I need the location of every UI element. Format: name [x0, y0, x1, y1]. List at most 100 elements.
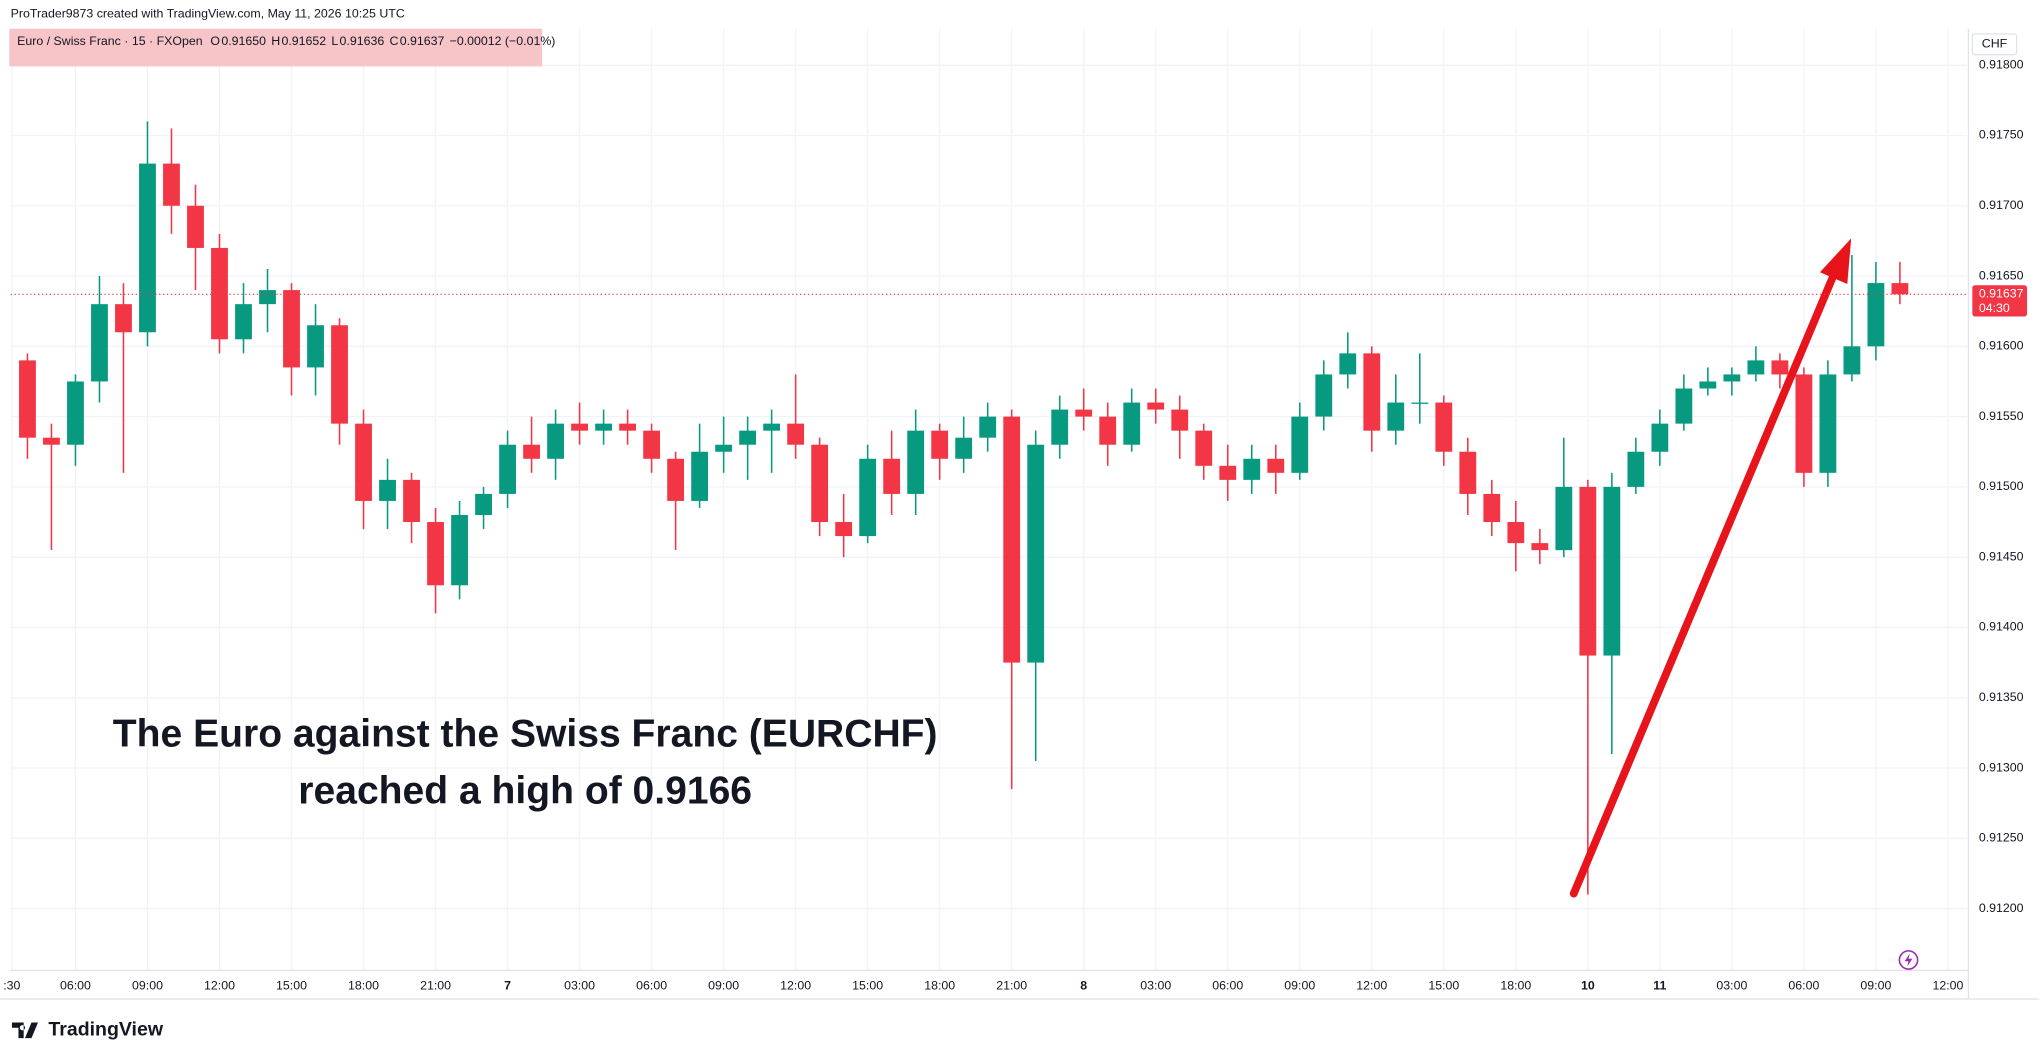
change: −0.00012 (−0.01%)	[450, 34, 556, 48]
x-tick-label: 18:00	[348, 978, 379, 992]
ohlc-value: 0.91637	[400, 34, 445, 48]
candle-body	[787, 423, 805, 445]
candle-body	[283, 290, 300, 368]
candle-body	[1699, 381, 1717, 389]
candle-body	[403, 479, 420, 523]
candle-body	[475, 493, 492, 516]
candle-body	[907, 430, 925, 494]
x-tick-label: 03:00	[1140, 978, 1171, 992]
candle-body	[139, 163, 156, 333]
candle-body	[811, 444, 829, 523]
x-tick-label: 15:00	[1428, 978, 1459, 992]
x-tick-label: 11	[1653, 978, 1666, 992]
candle-body	[427, 522, 444, 586]
x-tick-label: 12:00	[1356, 978, 1387, 992]
candle-body	[883, 458, 901, 494]
y-tick-label: 0.91750	[1979, 128, 2024, 142]
ohlc-key: L	[331, 34, 338, 48]
candle-body	[1459, 451, 1477, 494]
candle-body	[1819, 374, 1837, 473]
candle-body	[115, 304, 132, 333]
candle-body	[1651, 423, 1669, 452]
last-price-label: 0.91637	[1979, 287, 2024, 301]
candle-body	[547, 423, 564, 459]
candle-body	[667, 458, 685, 501]
candle-body	[1411, 402, 1429, 404]
annotation-line: reached a high of 0.9166	[298, 770, 752, 813]
candle-body	[379, 479, 396, 501]
x-tick-label: 03:00	[564, 978, 595, 992]
symbol: Euro / Swiss Franc · 15 · FXOpen	[17, 34, 203, 48]
candle-body	[1363, 353, 1381, 431]
x-tick-label: 06:00	[1788, 978, 1819, 992]
x-tick-label: 06:00	[636, 978, 667, 992]
currency: CHF	[1982, 37, 2008, 51]
candle-body	[1555, 486, 1573, 551]
x-tick-label: 03:00	[1716, 978, 1747, 992]
x-tick-label: 10	[1581, 978, 1595, 992]
candle-body	[1843, 346, 1861, 375]
alert-icon[interactable]	[1898, 950, 1919, 970]
candle-body	[1267, 458, 1285, 473]
legend-highlight	[9, 28, 543, 67]
candle-body	[619, 423, 637, 431]
candle-body	[1627, 451, 1645, 487]
candle-body	[643, 430, 661, 459]
ohlc-key: C	[389, 34, 398, 48]
candle-body	[499, 444, 516, 494]
candle-body	[187, 205, 204, 248]
y-tick-label: 0.91400	[1979, 620, 2024, 634]
candle-body	[1219, 465, 1237, 480]
candle-body	[715, 444, 733, 452]
y-tick-label: 0.91800	[1979, 57, 2024, 71]
x-tick-label: 18:00	[1500, 978, 1531, 992]
candle-body	[1483, 493, 1501, 523]
candle-body	[1339, 353, 1357, 375]
candle-body	[835, 522, 853, 537]
x-tick-label: 12:00	[1932, 978, 1963, 992]
candle-body	[67, 381, 84, 445]
ohlc-value: 0.91650	[221, 34, 266, 48]
x-tick-label: 09:00	[132, 978, 163, 992]
candle-body	[523, 444, 540, 459]
candle-body	[1603, 486, 1621, 656]
candle-body	[571, 423, 588, 431]
y-tick-label: 0.91500	[1979, 479, 2024, 493]
candle-body	[1435, 402, 1453, 452]
currency-box[interactable]	[1971, 33, 2018, 56]
candle-body	[955, 437, 973, 459]
x-tick-label: 06:00	[1212, 978, 1243, 992]
x-tick-label: 09:00	[708, 978, 739, 992]
candle-body	[1507, 522, 1525, 544]
ohlc-value: 0.91652	[281, 34, 326, 48]
y-tick-label: 0.91700	[1979, 198, 2024, 212]
candle-body	[1291, 416, 1309, 473]
candle-body	[1051, 409, 1069, 445]
x-tick-label: :30	[3, 978, 20, 992]
candle-body	[451, 515, 468, 586]
candle-body	[1891, 283, 1909, 295]
x-tick-label: 09:00	[1284, 978, 1315, 992]
candle-body	[1675, 388, 1693, 424]
annotation-line: The Euro against the Swiss Franc (EURCHF…	[113, 712, 938, 755]
candle-body	[91, 304, 108, 382]
candle-body	[211, 247, 228, 340]
candle-body	[259, 290, 276, 305]
x-tick-label: 18:00	[924, 978, 955, 992]
candle-body	[1027, 444, 1045, 663]
candle-body	[1099, 416, 1117, 445]
ohlc-key: O	[210, 34, 220, 48]
logo-mark	[11, 1022, 39, 1039]
countdown: 04:30	[1979, 301, 2010, 315]
candle-body	[1147, 402, 1165, 410]
candle-body	[1795, 374, 1813, 473]
candle-body	[1315, 374, 1333, 417]
candle-body	[859, 458, 877, 537]
x-tick-label: 06:00	[60, 978, 91, 992]
y-tick-label: 0.91300	[1979, 760, 2024, 774]
logo: TradingView	[48, 1018, 163, 1040]
candle-body	[1579, 486, 1597, 656]
y-tick-label: 0.91350	[1979, 690, 2024, 704]
last-price-tag	[1972, 285, 2028, 317]
